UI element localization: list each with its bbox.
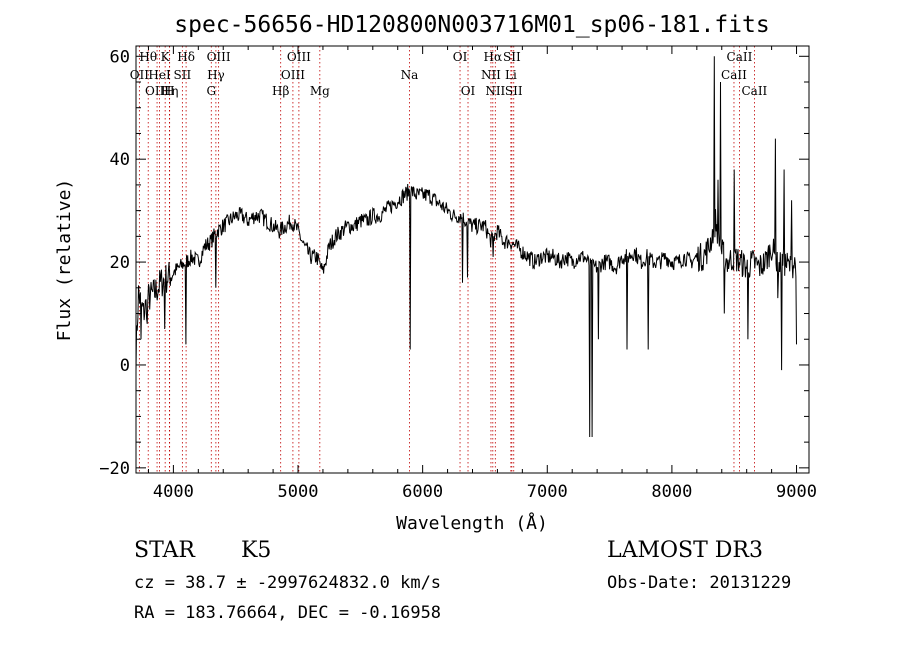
line-label-18: OI — [461, 84, 476, 98]
line-label-21: NII — [485, 84, 505, 98]
y-tick-label-2: 20 — [110, 253, 130, 273]
y-tick-label-4: 60 — [110, 47, 130, 67]
x-axis: 4000 5000 6000 7000 8000 9000 — [147, 46, 817, 502]
object-subclass: K5 — [241, 538, 272, 563]
line-label-11: OIII — [207, 50, 231, 64]
observation-date: Obs-Date: 20131229 — [607, 573, 792, 593]
line-label-6: H — [164, 84, 174, 98]
line-label-4: K — [161, 50, 171, 64]
line-label-10: Hγ — [207, 68, 225, 82]
line-label-20: Hα — [484, 50, 503, 64]
line-label-1: Hθ — [139, 50, 157, 64]
line-label-26: CaII — [727, 50, 753, 64]
chart-title: spec-56656-HD120800N003716M01_sp06-181.f… — [174, 12, 769, 38]
line-label-16: Na — [401, 68, 419, 82]
line-label-23: Li — [505, 68, 517, 82]
y-axis-label: Flux (relative) — [54, 179, 75, 342]
line-label-5: Hη — [161, 84, 179, 98]
line-label-24: SII — [505, 84, 523, 98]
x-tick-label-4: 8000 — [651, 482, 692, 502]
spectrum-line — [135, 56, 797, 438]
x-tick-label-1: 5000 — [278, 482, 319, 502]
line-label-3: HeI — [148, 68, 171, 82]
y-axis: −20 0 20 40 60 — [99, 47, 809, 479]
y-tick-label-1: 0 — [120, 356, 130, 376]
line-label-7: SII — [174, 68, 192, 82]
line-label-9: G — [206, 84, 216, 98]
line-label-2: OIII — [145, 84, 169, 98]
line-label-17: OI — [453, 50, 468, 64]
emission-line-markers — [138, 46, 755, 473]
x-tick-label-0: 4000 — [153, 482, 194, 502]
x-tick-label-5: 9000 — [776, 482, 817, 502]
redshift-velocity: cz = 38.7 ± -2997624832.0 km/s — [134, 573, 442, 593]
coordinates: RA = 183.76664, DEC = -0.16958 — [134, 603, 442, 623]
survey-name: LAMOST DR3 — [607, 538, 763, 563]
line-label-8: Hδ — [177, 50, 195, 64]
y-tick-label-3: 40 — [110, 150, 130, 170]
line-label-22: SII — [503, 50, 521, 64]
line-label-15: Mg — [310, 84, 330, 98]
line-label-27: CaII — [741, 84, 767, 98]
line-label-14: OIII — [287, 50, 311, 64]
x-tick-label-3: 7000 — [527, 482, 568, 502]
y-tick-label-0: −20 — [99, 459, 130, 479]
line-label-0: OII — [130, 68, 150, 82]
emission-line-labels: OIIHθOIIIHeIKHηHSIIHδGHγOIIIHβOIIIOIIIMg… — [130, 50, 768, 98]
object-class: STAR — [134, 538, 195, 563]
x-tick-label-2: 6000 — [402, 482, 443, 502]
line-label-12: Hβ — [272, 84, 289, 98]
line-label-25: CaII — [721, 68, 747, 82]
x-axis-label: Wavelength (Å) — [396, 512, 548, 534]
plot-frame — [135, 45, 810, 474]
line-label-13: OIII — [281, 68, 305, 82]
line-label-19: NII — [481, 68, 501, 82]
